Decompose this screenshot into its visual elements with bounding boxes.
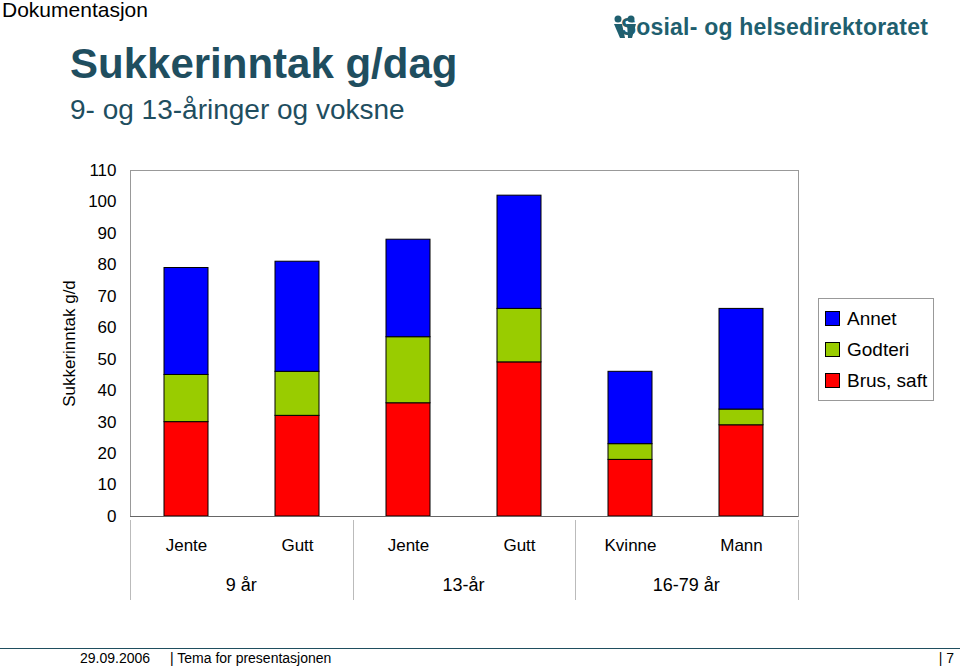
html-text:Brus, saft: Brus, saft: [847, 369, 928, 391]
svg-text:10: 10: [98, 475, 117, 494]
svg-text:90: 90: [98, 224, 117, 243]
html-text:9 år: 9 år: [225, 575, 257, 595]
svg-text:20: 20: [98, 444, 117, 463]
html-text:Godteri: Godteri: [847, 338, 910, 360]
html-text:| Tema for presentasjonen: | Tema for presentasjonen: [170, 650, 332, 666]
html-text:29.09.2006: 29.09.2006: [80, 650, 151, 666]
svg-text:30: 30: [98, 413, 117, 432]
svg-text:Jente: Jente: [388, 536, 430, 555]
html-text:| 7: | 7: [938, 650, 954, 666]
svg-text:0: 0: [107, 507, 116, 526]
svg-text:Gutt: Gutt: [281, 536, 313, 555]
html-text:16-79 år: 16-79 år: [652, 575, 720, 595]
html-text:9- og 13-åringer og voksne: 9- og 13-åringer og voksne: [70, 94, 405, 125]
svg-text:60: 60: [98, 318, 117, 337]
svg-text:Kvinne: Kvinne: [605, 536, 657, 555]
html-text:Annet: Annet: [847, 307, 897, 329]
svg-text:Gutt: Gutt: [503, 536, 535, 555]
html-text:13-år: 13-år: [442, 575, 485, 595]
svg-text:50: 50: [98, 350, 117, 369]
svg-text:80: 80: [98, 255, 117, 274]
html-text:Sosial- og helsedirektoratet: Sosial- og helsedirektoratet: [620, 14, 928, 40]
svg-text:Jente: Jente: [166, 536, 208, 555]
svg-text:Mann: Mann: [720, 536, 763, 555]
svg-text:Sukkerinntak g/d: Sukkerinntak g/d: [60, 280, 79, 407]
svg-text:100: 100: [88, 192, 116, 211]
svg-text:110: 110: [89, 161, 116, 180]
svg-text:70: 70: [98, 287, 117, 306]
html-text:Sukkerinntak g/dag: Sukkerinntak g/dag: [70, 40, 458, 87]
svg-text:40: 40: [98, 381, 117, 400]
